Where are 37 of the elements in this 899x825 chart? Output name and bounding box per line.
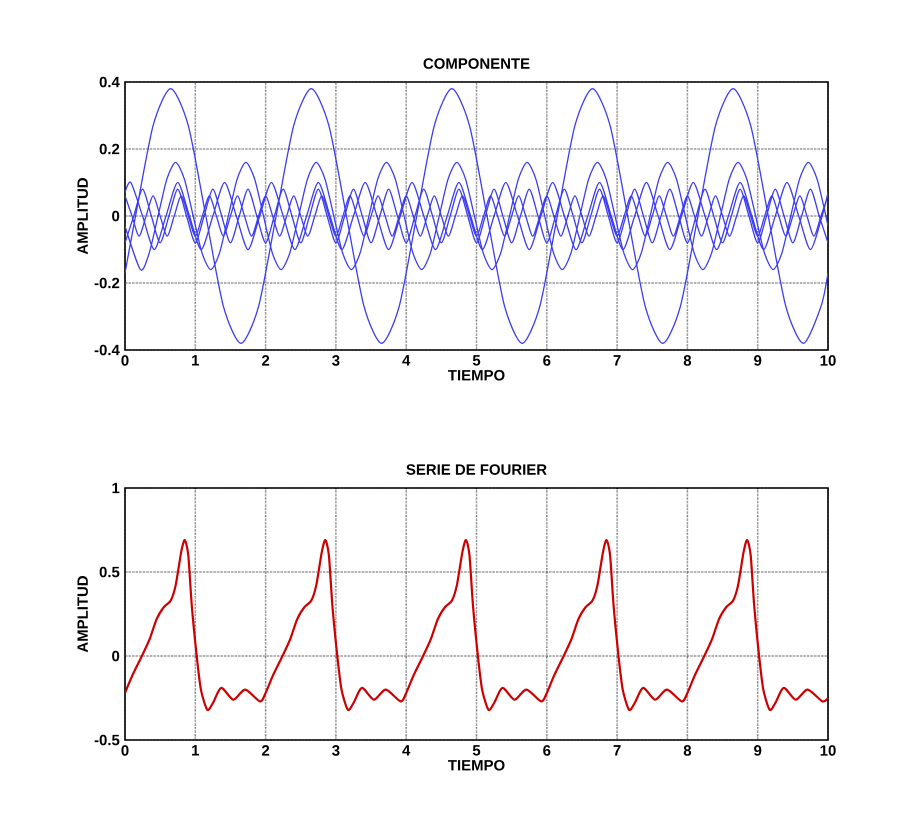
- x-tick-label: 8: [684, 355, 692, 366]
- x-tick-label: 7: [614, 745, 621, 756]
- x-tick-label: 5: [472, 355, 480, 366]
- x-tick-label: 6: [543, 355, 550, 366]
- x-tick-label: 5: [472, 745, 480, 756]
- x-tick-label: 0: [121, 745, 129, 756]
- x-tick-label: 7: [614, 355, 621, 366]
- x-tick-label: 4: [402, 355, 410, 366]
- x-tick-label: 9: [754, 745, 762, 756]
- x-tick-label: 8: [684, 745, 692, 756]
- x-tick-label: 0: [121, 355, 129, 366]
- chart-title: SERIE DE FOURIER: [406, 464, 547, 475]
- y-tick-label: -0.5: [94, 734, 120, 746]
- y-tick-label: 0.5: [100, 566, 120, 578]
- x-tick-label: 3: [332, 355, 340, 366]
- y-tick-label: 0: [112, 210, 120, 222]
- y-axis-title: AMPLITUD: [77, 576, 88, 652]
- chart-title: COMPONENTE: [424, 58, 530, 69]
- y-tick-label: -0.4: [94, 344, 120, 356]
- x-tick-label: 10: [820, 745, 836, 756]
- x-tick-label: 1: [192, 745, 200, 756]
- y-axis-title: AMPLITUD: [77, 178, 88, 254]
- y-tick-label: -0.2: [94, 278, 120, 288]
- x-tick-label: 9: [754, 355, 762, 366]
- x-tick-label: 3: [332, 745, 340, 756]
- x-tick-label: 2: [262, 355, 270, 366]
- x-tick-label: 2: [262, 745, 270, 756]
- x-tick-label: 6: [543, 745, 550, 756]
- x-axis-title: TIEMPO: [448, 760, 505, 771]
- x-tick-label: 4: [402, 745, 410, 756]
- y-tick-label: 1: [112, 482, 120, 494]
- x-tick-label: 10: [820, 355, 836, 366]
- y-tick-label: 0: [112, 650, 120, 662]
- x-axis-title: TIEMPO: [448, 370, 505, 381]
- y-tick-label: 0.2: [100, 144, 120, 154]
- x-tick-label: 1: [192, 355, 200, 366]
- y-tick-label: 0.4: [100, 76, 120, 88]
